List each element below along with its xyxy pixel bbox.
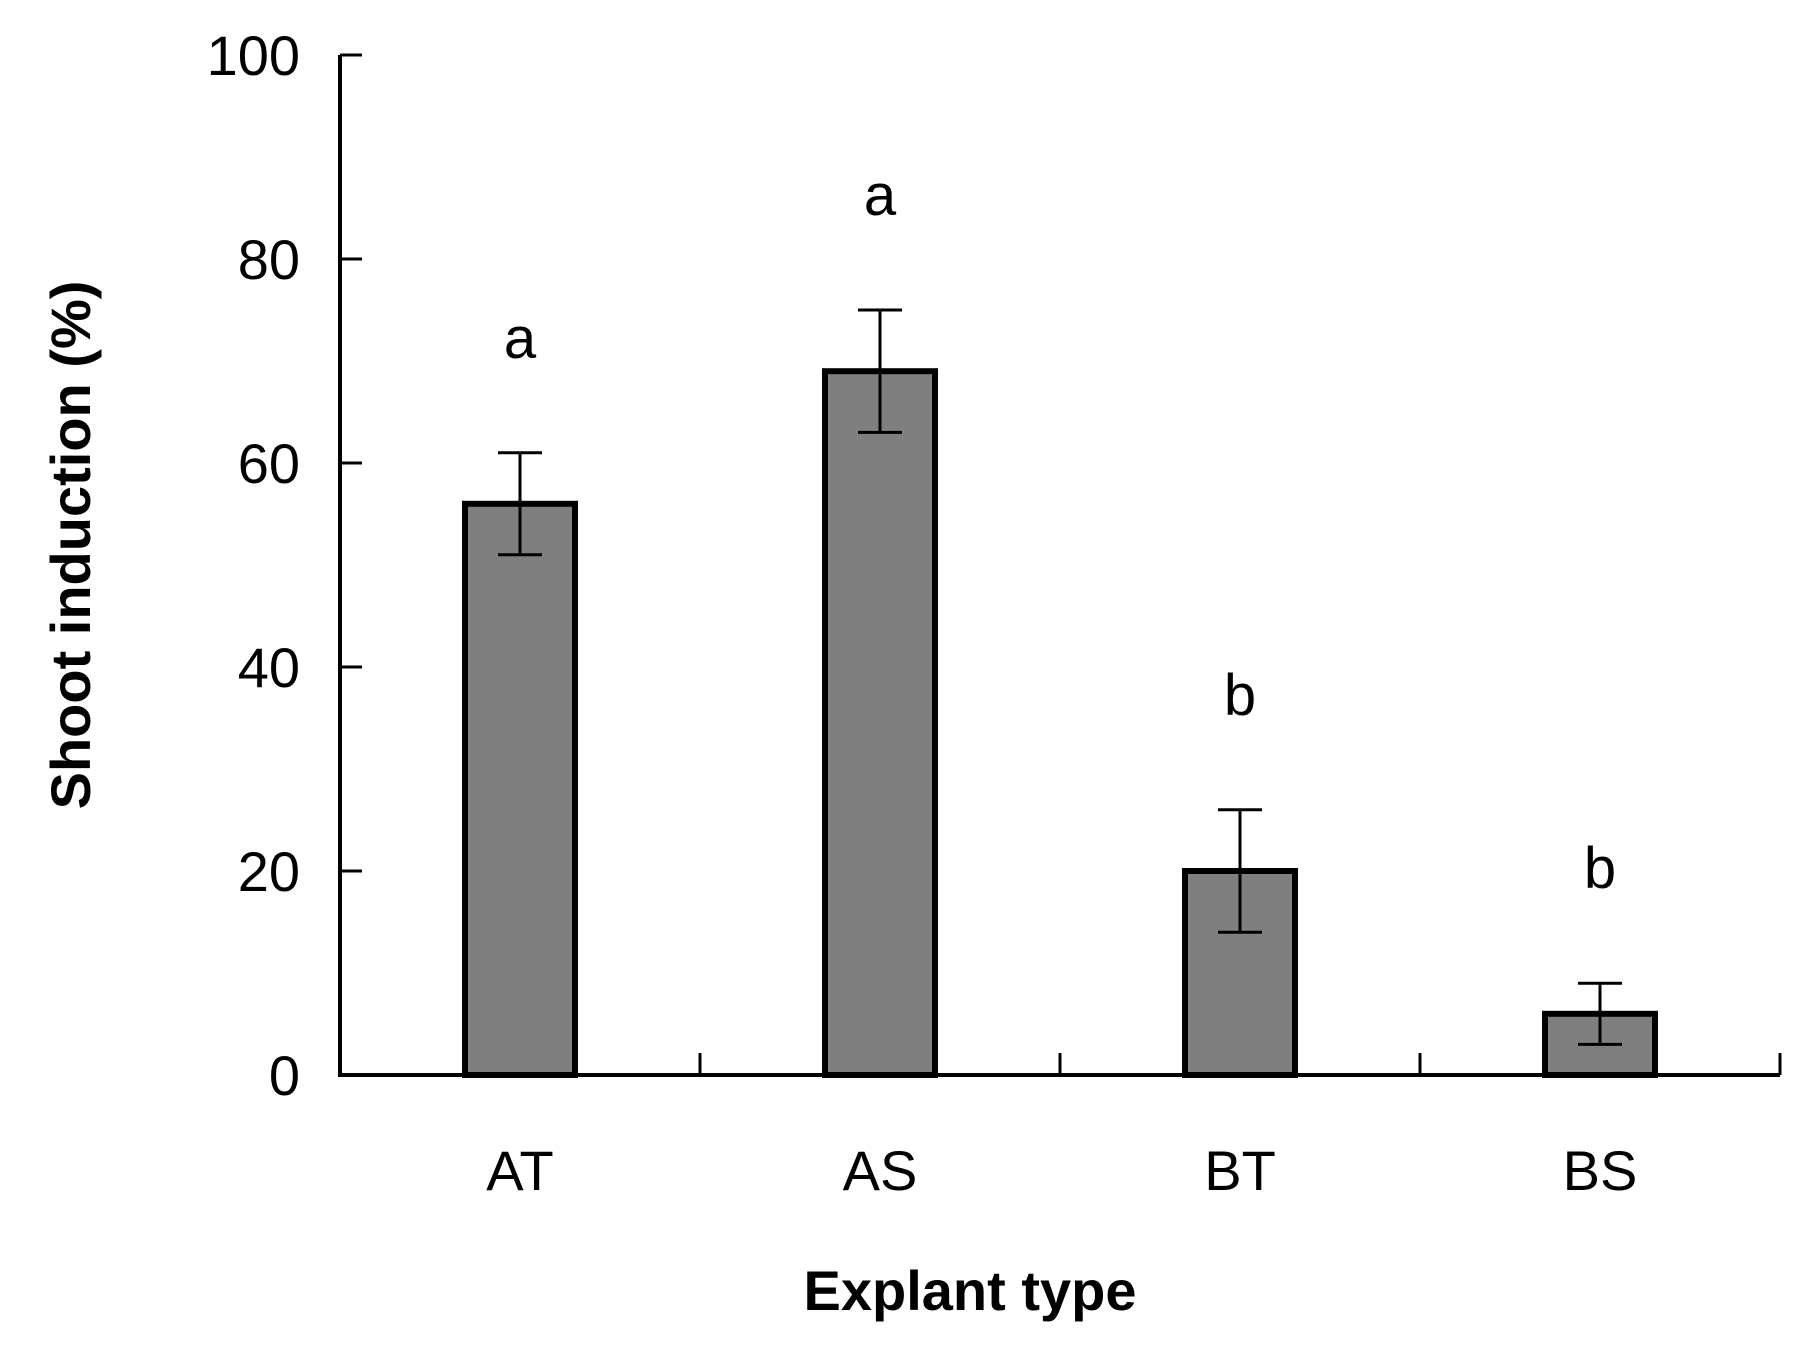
bar [462,500,578,1078]
y-tick-label: 100 [207,24,300,87]
y-axis-title: Shoot induction (%) [39,281,102,810]
bars-layer [462,368,1658,1078]
significance-label: a [864,163,897,228]
error-bars-layer [498,308,1622,1046]
x-axis-title: Explant type [804,1259,1137,1322]
x-category-label: AS [843,1139,918,1202]
y-tick-label: 0 [269,1044,300,1107]
x-category-label: BT [1204,1139,1276,1202]
x-category-label: AT [486,1139,553,1202]
y-tick-label: 60 [238,432,300,495]
y-tick-label: 40 [238,636,300,699]
significance-label: b [1224,663,1256,728]
y-ticks-layer: 0 20 40 60 80 100 [207,24,362,1107]
x-category-label: BS [1563,1139,1638,1202]
x-ticks-layer [698,1053,1782,1075]
bar [822,368,938,1078]
y-tick-label: 20 [238,840,300,903]
y-tick-label: 80 [238,228,300,291]
labels-layer: a AT a AS b BT b BS [486,163,1637,1202]
significance-label: b [1584,836,1616,901]
significance-label: a [504,306,537,371]
